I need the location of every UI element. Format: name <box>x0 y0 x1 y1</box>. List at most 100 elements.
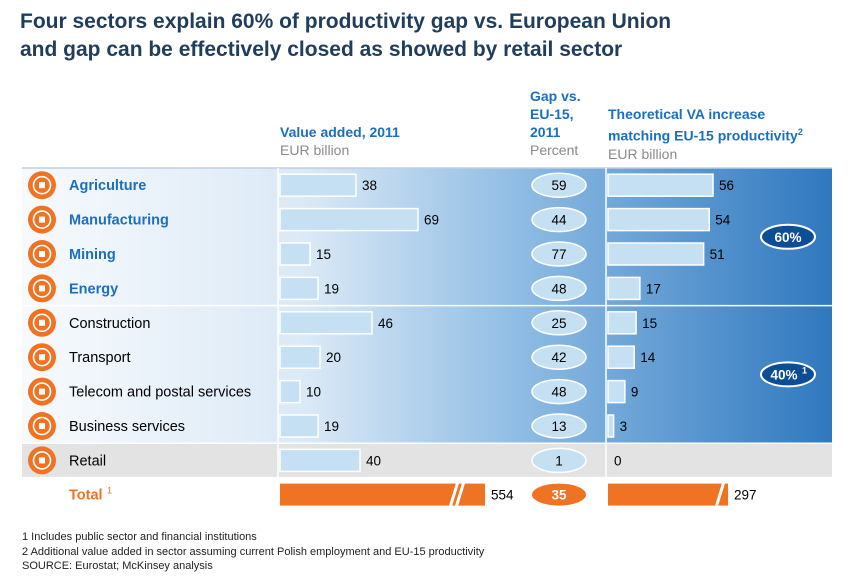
factory-icon-mark <box>32 210 52 229</box>
theoretical-title-line-1: Theoretical VA increase <box>608 106 766 122</box>
gap-pill <box>531 241 587 267</box>
gap-pill <box>531 275 587 302</box>
sector-label: Construction <box>69 316 150 332</box>
sector-label: Telecom and postal services <box>69 385 251 401</box>
theoretical-label: 56 <box>719 178 734 193</box>
theoretical-label: 17 <box>646 281 661 296</box>
gap-label: 48 <box>551 385 566 400</box>
cow-icon-core <box>39 182 45 189</box>
value-added-bar <box>279 311 373 335</box>
gap-pill <box>531 206 587 233</box>
group-share-sup: 1 <box>802 365 807 375</box>
value-added-bar <box>279 207 419 232</box>
source-note: SOURCE: Eurostat; McKinsey analysis <box>22 560 213 572</box>
theoretical-unit: EUR billion <box>608 145 678 162</box>
gap-label: 1 <box>555 453 563 468</box>
sector-label: Mining <box>69 247 116 263</box>
gap-title-line-2: EU-15, <box>530 106 574 122</box>
theoretical-bar <box>607 311 637 335</box>
footnote-2: 2 Additional value added in sector assum… <box>22 545 485 558</box>
train-icon <box>28 343 56 372</box>
value-added-title: Value added, 2011 <box>280 124 400 140</box>
theoretical-bar <box>607 276 641 301</box>
theoretical-bar <box>607 207 710 232</box>
sector-label: Energy <box>69 281 118 297</box>
theoretical-label: 3 <box>620 419 628 434</box>
basket-icon <box>28 446 56 475</box>
trowel-icon <box>28 308 56 337</box>
businessman-icon-mark <box>32 416 52 436</box>
phone-icon-core <box>39 388 45 395</box>
factory-icon <box>28 205 56 234</box>
train-icon-core <box>39 354 45 361</box>
gap-pill <box>531 378 587 405</box>
axis-break-mark <box>448 481 466 509</box>
value-added-unit: EUR billion <box>280 142 350 158</box>
pickaxe-icon-mark <box>32 244 52 264</box>
cow-icon <box>28 171 56 200</box>
value-added-label: 20 <box>326 350 341 365</box>
total-label: Total <box>69 488 103 504</box>
total-label-sup: 1 <box>107 486 112 496</box>
gap-label: 44 <box>551 213 567 228</box>
total-value-added-bar <box>280 483 485 506</box>
gap-label: 77 <box>551 247 566 262</box>
theoretical-label: 54 <box>715 213 731 228</box>
theoretical-label: 15 <box>642 316 657 331</box>
value-added-label: 46 <box>378 316 393 331</box>
pickaxe-icon <box>28 240 56 268</box>
group-share-label: 60% <box>774 230 801 245</box>
gap-unit: Percent <box>530 142 579 158</box>
gap-pill <box>531 447 587 474</box>
gap-pill <box>531 310 587 336</box>
train-icon-mark <box>32 347 52 367</box>
trowel-icon-core <box>39 319 45 326</box>
group-share-label: 40% <box>770 367 797 382</box>
sector-label: Agriculture <box>69 178 146 194</box>
basket-icon-core <box>39 457 45 464</box>
page-title: Four sectors explain 60% of productivity… <box>20 8 840 64</box>
gap-label: 13 <box>551 419 566 434</box>
theoretical-label: 9 <box>631 385 639 400</box>
sector-label: Manufacturing <box>69 213 169 229</box>
theoretical-bar <box>607 242 705 266</box>
group-share-badge <box>760 361 816 388</box>
value-added-label: 69 <box>424 213 439 228</box>
total-value-added-label: 554 <box>491 488 514 503</box>
value-added-label: 38 <box>362 178 377 193</box>
value-added-bar <box>279 448 361 473</box>
value-added-bar <box>279 379 301 404</box>
trowel-icon-mark <box>32 313 52 333</box>
total-gap-pill <box>532 483 586 506</box>
gap-title-line-3: 2011 <box>530 124 561 140</box>
value-added-bar <box>279 242 311 266</box>
total-theoretical-label: 297 <box>734 488 757 503</box>
pickaxe-icon-core <box>39 251 45 257</box>
value-added-bar <box>279 345 321 369</box>
gap-label: 25 <box>551 316 566 331</box>
phone-icon <box>28 377 56 406</box>
gap-label: 59 <box>551 178 566 193</box>
theoretical-bar <box>607 173 714 197</box>
title-line-2: and gap can be effectively closed as sho… <box>20 38 623 61</box>
value-added-header: Value added, 2011 EUR billion <box>280 123 400 159</box>
gap-pill <box>531 344 587 370</box>
cow-icon-mark <box>32 175 52 195</box>
value-added-bar <box>279 173 357 197</box>
total-gap-label: 35 <box>551 488 567 503</box>
gap-title-line-1: Gap vs. <box>530 88 581 104</box>
total-theoretical-bar <box>608 483 728 506</box>
value-added-label: 19 <box>324 419 339 434</box>
businessman-icon-core <box>39 423 45 429</box>
theoretical-label: 14 <box>640 350 656 365</box>
phone-icon-mark <box>32 382 52 401</box>
axis-break-mark <box>714 481 726 509</box>
value-added-label: 40 <box>366 453 381 468</box>
sector-label: Transport <box>69 350 131 366</box>
theoretical-title-line-2: matching EU-15 productivity2 <box>608 123 803 145</box>
value-added-label: 19 <box>324 281 339 296</box>
theoretical-bar <box>607 414 615 438</box>
gap-pill <box>531 413 587 439</box>
footnotes: 1 Includes public sector and financial i… <box>22 530 484 574</box>
plug-icon-core <box>39 285 45 292</box>
